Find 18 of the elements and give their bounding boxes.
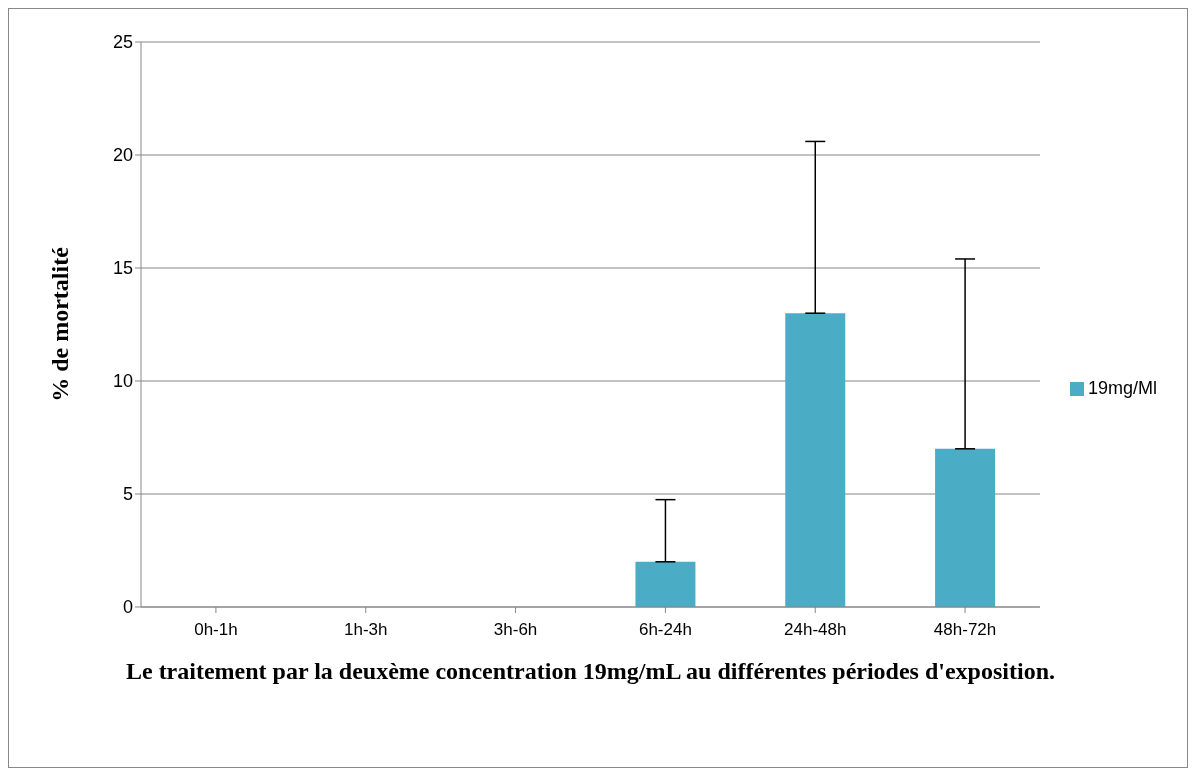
legend-label: 19mg/Ml bbox=[1087, 377, 1157, 398]
x-tick-label: 6h-24h bbox=[638, 620, 692, 640]
y-tick-label: 15 bbox=[112, 258, 133, 279]
y-tick-label: 20 bbox=[112, 145, 133, 166]
x-tick-label: 3h-6h bbox=[493, 620, 538, 640]
y-tick-label: 0 bbox=[122, 597, 133, 618]
y-tick-label: 25 bbox=[112, 32, 133, 53]
y-tick-label: 10 bbox=[112, 371, 133, 392]
bar bbox=[935, 448, 996, 607]
y-tick-label: 5 bbox=[122, 484, 133, 505]
bar bbox=[635, 561, 696, 607]
x-axis-title: Le traitement par la deuxème concentration 19mg/mL au différentes périodes d'exposition. bbox=[125, 658, 1055, 685]
x-tick-label: 48h-72h bbox=[933, 620, 997, 640]
x-tick-label: 0h-1h bbox=[194, 620, 238, 640]
bar bbox=[785, 313, 846, 607]
y-axis-title: % de mortalité bbox=[46, 246, 73, 402]
x-tick-label: 1h-3h bbox=[344, 620, 388, 640]
x-tick-label: 24h-48h bbox=[784, 620, 847, 640]
